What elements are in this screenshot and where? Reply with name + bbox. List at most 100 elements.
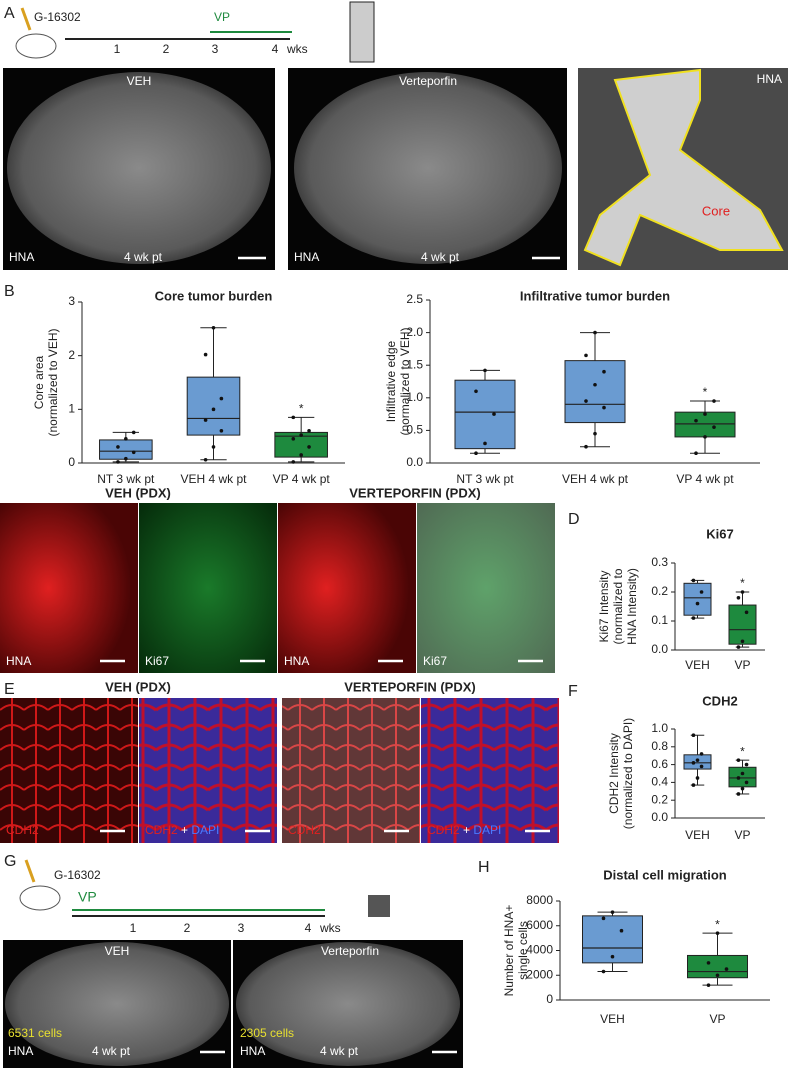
y-axis-label: (normalized to DAPI): [621, 718, 635, 829]
data-point: [307, 429, 311, 433]
data-point: [483, 441, 487, 446]
x-tick-label: VP: [734, 658, 750, 672]
chart-title: Core tumor burden: [155, 288, 273, 303]
image: [282, 698, 420, 843]
significance: *: [703, 385, 708, 399]
data-point: [736, 645, 741, 649]
data-point: [307, 445, 311, 449]
stain-label: CDH2: [145, 823, 178, 837]
data-point: [724, 967, 729, 971]
y-tick-label: 0.0: [651, 642, 668, 656]
cell-count: 2305 cells: [240, 1026, 294, 1040]
data-point: [736, 776, 741, 780]
data-point: [699, 590, 704, 594]
image: [278, 503, 416, 673]
y-tick-label: 0.6: [651, 757, 668, 771]
time-label: 4 wk pt: [320, 1044, 359, 1058]
box: [728, 604, 757, 645]
stain-label: HNA: [240, 1044, 265, 1058]
chart-title: CDH2: [702, 693, 737, 708]
week-label: 4: [272, 42, 279, 56]
panel-letter: E: [4, 681, 15, 698]
significance: *: [740, 576, 745, 590]
data-point: [691, 761, 696, 765]
data-point: [219, 396, 224, 401]
y-axis-label: CDH2 Intensity: [607, 733, 621, 814]
data-point: [131, 430, 136, 435]
y-tick-label: 0.2: [651, 792, 668, 806]
data-point: [706, 961, 711, 965]
x-tick-label: VP 4 wk pt: [273, 472, 331, 486]
data-point: [695, 776, 700, 780]
image-title: VEH: [127, 74, 152, 88]
panel-letter: B: [4, 283, 15, 300]
y-axis-label: Number of HNA+: [502, 905, 516, 997]
week-unit: wks: [286, 42, 308, 56]
time-label: 4 wk pt: [124, 250, 163, 264]
section-title: VEH (PDX): [105, 485, 171, 500]
brain-section: [294, 72, 562, 264]
data-point: [602, 405, 606, 410]
box: [674, 411, 736, 438]
data-point: [291, 437, 296, 441]
data-point: [211, 445, 216, 449]
data-point: [695, 758, 700, 762]
x-tick-label: VEH: [600, 1012, 625, 1026]
box: [728, 766, 757, 788]
stain-label: CDH2: [6, 823, 39, 837]
x-tick-label: VEH: [685, 658, 710, 672]
y-axis-label: Core area: [32, 356, 46, 410]
x-tick-label: NT 3 wk pt: [97, 472, 155, 486]
panel-letter: F: [568, 683, 578, 700]
y-tick-label: 2000: [526, 967, 553, 981]
data-point: [299, 433, 303, 437]
data-point: [740, 771, 745, 776]
y-tick-label: 0: [68, 455, 75, 469]
slice-icon: [368, 895, 390, 917]
panel-letter: D: [568, 511, 580, 528]
panel-letter: H: [478, 859, 490, 876]
x-tick-label: VP 4 wk pt: [676, 472, 734, 486]
mouse-icon: [15, 33, 57, 59]
data-point: [601, 969, 606, 974]
data-point: [492, 412, 496, 416]
data-point: [706, 983, 711, 987]
treatment-label: VP: [214, 10, 230, 24]
data-point: [744, 780, 749, 785]
y-axis-label: Infiltrative edge: [384, 340, 398, 422]
data-point: [699, 752, 704, 756]
week-label: 3: [212, 42, 219, 56]
data-point: [131, 450, 136, 455]
data-point: [116, 460, 120, 464]
y-tick-label: 0.5: [406, 423, 423, 437]
data-point: [474, 451, 478, 456]
image: [0, 503, 138, 673]
panel-letter: G: [4, 853, 16, 870]
x-tick-label: VEH: [685, 828, 710, 842]
data-point: [712, 399, 716, 403]
data-point: [584, 399, 588, 403]
data-point: [584, 444, 588, 449]
y-tick-label: 1.0: [651, 721, 668, 735]
data-point: [703, 412, 707, 416]
cell-count: 6531 cells: [8, 1026, 62, 1040]
y-tick-label: 2: [68, 348, 75, 362]
data-point: [740, 786, 745, 791]
data-point: [740, 639, 745, 644]
data-point: [474, 389, 478, 394]
data-point: [691, 783, 696, 787]
week-label: 2: [184, 921, 191, 935]
box: [454, 379, 516, 450]
stain-label: Ki67: [145, 654, 169, 668]
stain-label: Ki67: [423, 654, 447, 668]
data-point: [211, 407, 216, 412]
week-unit: wks: [319, 921, 341, 935]
image-title: Verteporfin: [399, 74, 457, 88]
data-point: [619, 928, 624, 933]
data-point: [291, 460, 296, 464]
data-point: [116, 445, 120, 449]
data-point: [124, 437, 128, 441]
data-point: [712, 425, 716, 429]
data-point: [219, 429, 224, 433]
stain-label: HNA: [294, 250, 319, 264]
